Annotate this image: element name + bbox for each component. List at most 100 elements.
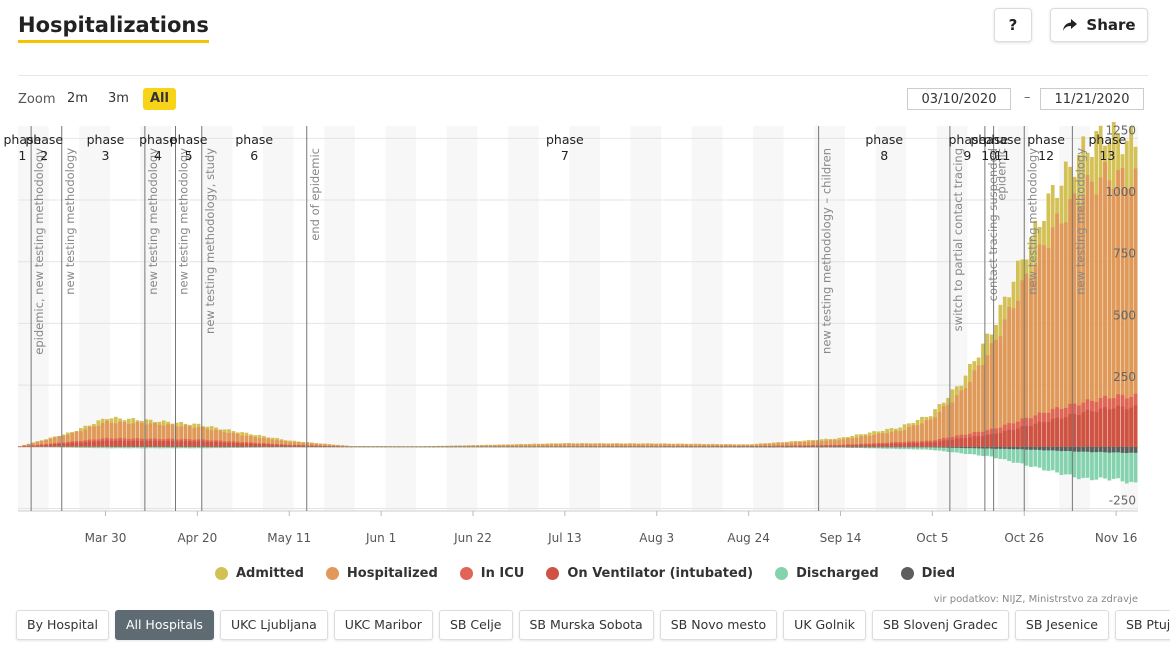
bar-on-ventilator-intubated	[854, 445, 859, 447]
bar-hospitalized	[806, 441, 811, 447]
bar-on-ventilator-intubated	[1046, 421, 1051, 447]
bar-on-ventilator-intubated	[266, 444, 271, 447]
y-tick-label: -250	[1109, 494, 1136, 508]
bar-on-ventilator-intubated	[1094, 411, 1099, 447]
zoom-2m-button[interactable]: 2m	[67, 91, 88, 106]
bar-on-ventilator-intubated	[288, 445, 292, 447]
bar-hospitalized	[728, 444, 733, 447]
bar-discharged	[1103, 446, 1107, 479]
bar-discharged	[222, 446, 227, 449]
bar-on-ventilator-intubated	[283, 445, 288, 447]
legend-item-ventilator[interactable]: On Ventilator (intubated)	[546, 566, 753, 581]
tab-ukc-ljubljana[interactable]: UKC Ljubljana	[219, 610, 328, 640]
legend-item-died[interactable]: Died	[900, 566, 955, 581]
legend-item-admitted[interactable]: Admitted	[214, 566, 304, 581]
bar-hospitalized	[697, 444, 702, 447]
bar-on-ventilator-intubated	[65, 443, 70, 447]
bar-hospitalized	[933, 417, 937, 447]
x-tick-label: Mar 30	[85, 531, 127, 545]
legend-dot-icu	[459, 567, 473, 580]
legend-item-discharged[interactable]: Discharged	[775, 566, 879, 581]
bar-on-ventilator-intubated	[22, 446, 27, 447]
bar-on-ventilator-intubated	[196, 441, 201, 447]
bar-on-ventilator-intubated	[218, 442, 223, 447]
bar-died	[963, 446, 968, 449]
bar-hospitalized	[937, 411, 942, 447]
bar-discharged	[854, 446, 859, 448]
help-button[interactable]: ?	[994, 8, 1032, 42]
tab-uk-golnik[interactable]: UK Golnik	[783, 610, 866, 640]
bar-hospitalized	[719, 444, 724, 447]
phase-label: phase	[1089, 132, 1127, 147]
bar-died	[1063, 446, 1068, 451]
phase-number: 7	[561, 148, 569, 163]
tab-by-hospital[interactable]: By Hospital	[16, 610, 109, 640]
bar-discharged	[74, 446, 79, 448]
bar-hospitalized	[362, 446, 367, 447]
bar-hospitalized	[144, 424, 149, 447]
tab-sb-jesenice[interactable]: SB Jesenice	[1014, 610, 1109, 640]
bar-hospitalized	[972, 370, 977, 447]
bar-hospitalized	[174, 426, 179, 447]
bar-on-ventilator-intubated	[950, 439, 955, 447]
week-band	[508, 126, 539, 511]
share-button[interactable]: Share	[1050, 8, 1148, 42]
date-to-input[interactable]: 11/21/2020	[1040, 88, 1144, 110]
bar-hospitalized	[893, 430, 898, 447]
bar-discharged	[893, 446, 898, 449]
bar-hospitalized	[384, 446, 388, 447]
bar-hospitalized	[641, 444, 645, 447]
week-band	[263, 126, 294, 511]
bar-discharged	[1002, 446, 1007, 460]
zoom-3m-button[interactable]: 3m	[108, 91, 129, 106]
bar-hospitalized	[340, 445, 345, 447]
bar-on-ventilator-intubated	[715, 446, 720, 447]
bar-discharged	[1068, 446, 1073, 475]
bar-hospitalized	[1129, 187, 1134, 447]
date-range-separator: –	[1024, 90, 1031, 105]
bar-died	[1002, 446, 1007, 449]
bar-hospitalized	[545, 444, 550, 447]
tab-all-hospitals[interactable]: All Hospitals	[114, 610, 214, 640]
bar-on-ventilator-intubated	[52, 444, 57, 447]
bar-died	[1029, 446, 1033, 450]
bar-hospitalized	[74, 431, 79, 447]
bar-hospitalized	[540, 444, 545, 447]
bar-hospitalized	[567, 443, 571, 447]
bar-hospitalized	[375, 446, 380, 447]
legend-item-hospitalized[interactable]: Hospitalized	[325, 566, 438, 581]
tab-sb-celje[interactable]: SB Celje	[438, 610, 513, 640]
bar-on-ventilator-intubated	[806, 445, 811, 447]
bar-discharged	[1094, 446, 1099, 480]
bar-hospitalized	[575, 443, 580, 447]
bar-hospitalized	[889, 431, 894, 447]
phase-label: phase	[25, 132, 63, 147]
bar-hospitalized	[506, 444, 510, 447]
bar-hospitalized	[1015, 300, 1020, 447]
tab-sb-novo-mesto[interactable]: SB Novo mesto	[659, 610, 778, 640]
bar-hospitalized	[183, 425, 188, 447]
bar-hospitalized	[357, 446, 362, 447]
bar-on-ventilator-intubated	[140, 441, 144, 447]
bar-on-ventilator-intubated	[1024, 425, 1029, 447]
bar-hospitalized	[70, 432, 75, 447]
bar-died	[946, 446, 951, 448]
tab-sb-ptuj[interactable]: SB Ptuj	[1114, 610, 1170, 640]
zoom-all-button[interactable]: All	[143, 88, 176, 110]
bar-on-ventilator-intubated	[161, 441, 166, 447]
phase-label: phase	[235, 132, 273, 147]
phase-number: 11	[994, 148, 1010, 163]
bar-discharged	[1046, 446, 1051, 471]
tab-sb-murska-sobota[interactable]: SB Murska Sobota	[518, 610, 654, 640]
bar-hospitalized	[1002, 319, 1007, 447]
legend-item-icu[interactable]: In ICU	[459, 566, 524, 581]
bar-discharged	[135, 446, 140, 449]
bar-hospitalized	[1120, 167, 1125, 447]
date-from-input[interactable]: 03/10/2020	[907, 88, 1011, 110]
tab-sb-slovenj-gradec[interactable]: SB Slovenj Gradec	[871, 610, 1009, 640]
bar-discharged	[985, 446, 990, 456]
share-label: Share	[1086, 16, 1136, 34]
bar-discharged	[161, 446, 166, 449]
tab-ukc-maribor[interactable]: UKC Maribor	[333, 610, 433, 640]
bar-died	[1098, 446, 1103, 452]
